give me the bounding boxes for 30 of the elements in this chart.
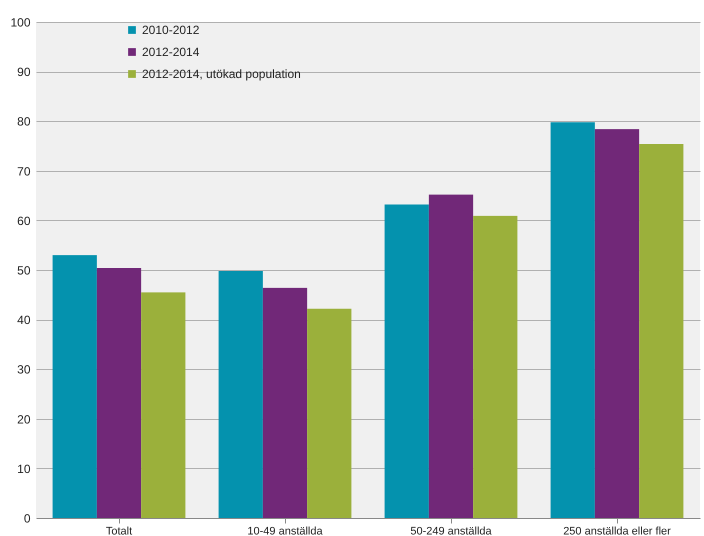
- bar: [96, 268, 142, 518]
- bar: [639, 144, 684, 518]
- bar: [141, 292, 186, 518]
- y-tick-label: 90: [17, 65, 31, 80]
- y-tick-label: 70: [17, 164, 31, 178]
- y-tick-label: 0: [24, 512, 31, 526]
- y-tick-label: 30: [17, 362, 31, 377]
- y-tick-label: 10: [17, 462, 31, 476]
- bar: [473, 216, 518, 518]
- x-tick-label: Totalt: [106, 526, 132, 536]
- bar: [52, 255, 97, 518]
- x-tick-label: 250 anställda eller fler: [563, 526, 672, 536]
- y-tick-label: 100: [10, 16, 31, 30]
- bar: [262, 288, 308, 518]
- x-tick-label: 50-249 anställda: [410, 526, 493, 536]
- bar: [428, 194, 474, 518]
- bar: [594, 129, 640, 518]
- y-tick-label: 50: [17, 264, 31, 278]
- y-tick-label: 20: [17, 412, 31, 426]
- y-tick-label: 40: [17, 313, 31, 328]
- legend-label: 2010-2012: [142, 23, 200, 37]
- legend-label: 2012-2014: [142, 45, 200, 59]
- y-tick-label: 80: [17, 114, 31, 129]
- bar: [307, 308, 352, 518]
- bar: [218, 270, 263, 518]
- x-tick-label: 10-49 anställda: [247, 526, 324, 536]
- bar: [384, 204, 429, 518]
- y-tick-label: 60: [17, 214, 31, 228]
- bar: [550, 122, 595, 518]
- legend-label: 2012-2014, utökad population: [142, 67, 301, 81]
